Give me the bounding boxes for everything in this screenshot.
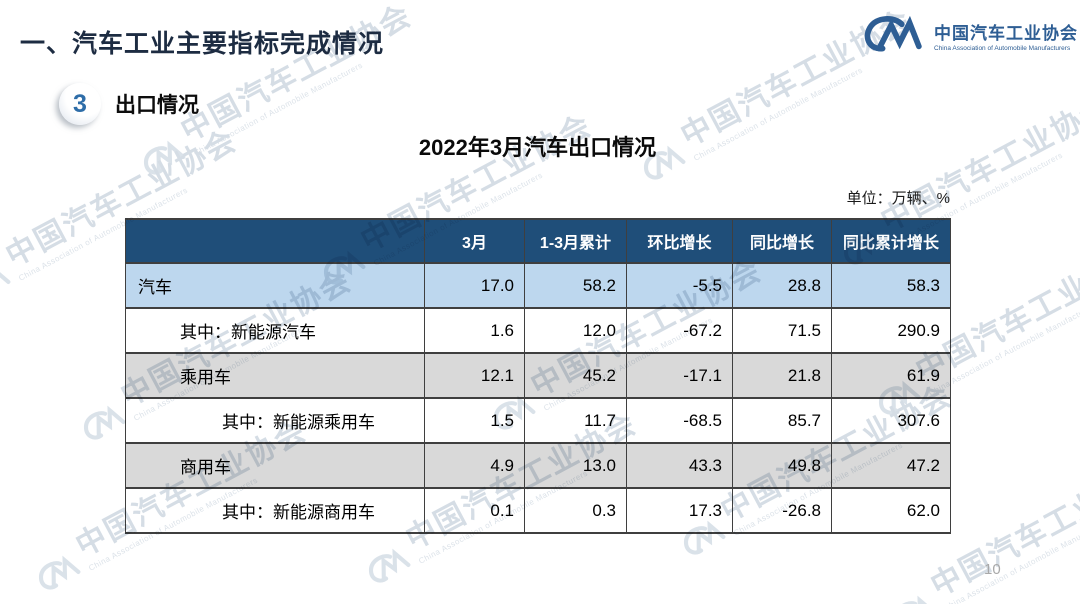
- table-row: 乘用车 12.1 45.2 -17.1 21.8 61.9: [125, 352, 951, 399]
- cell-value: 307.6: [831, 397, 951, 444]
- cell-value: 28.8: [732, 262, 832, 309]
- table-row: 商用车 4.9 13.0 43.3 49.8 47.2: [125, 442, 951, 489]
- watermark-logo-icon: [368, 548, 411, 583]
- logo-name-en: China Association of Automobile Manufact…: [934, 44, 1071, 52]
- table-body: 汽车 17.0 58.2 -5.5 28.8 58.3 其中：新能源汽车 1.6 12.0 -67…: [125, 262, 951, 534]
- section-number-badge: 3: [59, 83, 101, 125]
- cell-value: -5.5: [626, 262, 733, 309]
- col-header: 同比增长: [732, 218, 832, 264]
- table-row: 汽车 17.0 58.2 -5.5 28.8 58.3: [125, 262, 951, 309]
- cell-value: 43.3: [626, 442, 733, 489]
- cell-value: 17.0: [424, 262, 525, 309]
- cell-value: 61.9: [831, 352, 951, 399]
- logo-name-cn: 中国汽车工业协会: [934, 23, 1078, 43]
- cell-value: -26.8: [732, 487, 832, 534]
- cell-value: -17.1: [626, 352, 733, 399]
- table-row: 其中：新能源商用车 0.1 0.3 17.3 -26.8 62.0: [125, 487, 951, 534]
- col-header-blank: [125, 218, 425, 264]
- cell-value: 45.2: [524, 352, 627, 399]
- cell-value: 13.0: [524, 442, 627, 489]
- caam-logo: 中国汽车工业协会 China Association of Automobile…: [862, 14, 1078, 56]
- cell-value: -68.5: [626, 397, 733, 444]
- table-row: 其中：新能源汽车 1.6 12.0 -67.2 71.5 290.9: [125, 307, 951, 354]
- table-row: 其中：新能源乘用车 1.5 11.7 -68.5 85.7 307.6: [125, 397, 951, 444]
- cell-value: 1.6: [424, 307, 525, 354]
- col-header: 同比累计增长: [831, 218, 951, 264]
- col-header: 环比增长: [626, 218, 733, 264]
- cell-value: 62.0: [831, 487, 951, 534]
- export-data-table: 3月 1-3月累计 环比增长 同比增长 同比累计增长 汽车 17.0 58.2 -5.5 28.…: [125, 218, 951, 534]
- caam-logo-icon: [864, 15, 922, 52]
- cell-value: -67.2: [626, 307, 733, 354]
- section-title: 出口情况: [115, 94, 199, 117]
- table-header: 3月 1-3月累计 环比增长 同比增长 同比累计增长: [125, 218, 951, 264]
- row-label: 其中：新能源汽车: [125, 307, 425, 354]
- watermark-logo-icon: [893, 595, 936, 604]
- page-title: 一、汽车工业主要指标完成情况: [20, 30, 385, 58]
- unit-note: 单位：万辆、%: [846, 190, 950, 207]
- cell-value: 290.9: [831, 307, 951, 354]
- cell-value: 58.3: [831, 262, 951, 309]
- cell-value: 49.8: [732, 442, 832, 489]
- table-title: 2022年3月汽车出口情况: [418, 135, 657, 160]
- cell-value: 21.8: [732, 352, 832, 399]
- cell-value: 12.1: [424, 352, 525, 399]
- cell-value: 0.3: [524, 487, 627, 534]
- watermark-logo-icon: [38, 555, 81, 590]
- cell-value: 4.9: [424, 442, 525, 489]
- cell-value: 71.5: [732, 307, 832, 354]
- section-number: 3: [73, 89, 87, 118]
- col-header: 1-3月累计: [524, 218, 627, 264]
- cell-value: 58.2: [524, 262, 627, 309]
- cell-value: 47.2: [831, 442, 951, 489]
- row-label: 乘用车: [125, 352, 425, 399]
- caam-logo-text: 中国汽车工业协会 China Association of Automobile…: [934, 19, 1078, 52]
- cell-value: 85.7: [732, 397, 832, 444]
- watermark-logo-icon: [0, 265, 11, 299]
- row-label: 其中：新能源乘用车: [125, 397, 425, 444]
- watermark-logo-icon: [83, 405, 126, 440]
- cell-value: 12.0: [524, 307, 627, 354]
- cell-value: 17.3: [626, 487, 733, 534]
- page-number: 10: [984, 561, 1001, 578]
- row-label: 其中：新能源商用车: [125, 487, 425, 534]
- section-header: 3 出口情况: [59, 83, 199, 125]
- col-header: 3月: [424, 218, 525, 264]
- row-label: 商用车: [125, 442, 425, 489]
- cell-value: 11.7: [524, 397, 627, 444]
- cell-value: 1.5: [424, 397, 525, 444]
- cell-value: 0.1: [424, 487, 525, 534]
- row-label: 汽车: [125, 262, 425, 309]
